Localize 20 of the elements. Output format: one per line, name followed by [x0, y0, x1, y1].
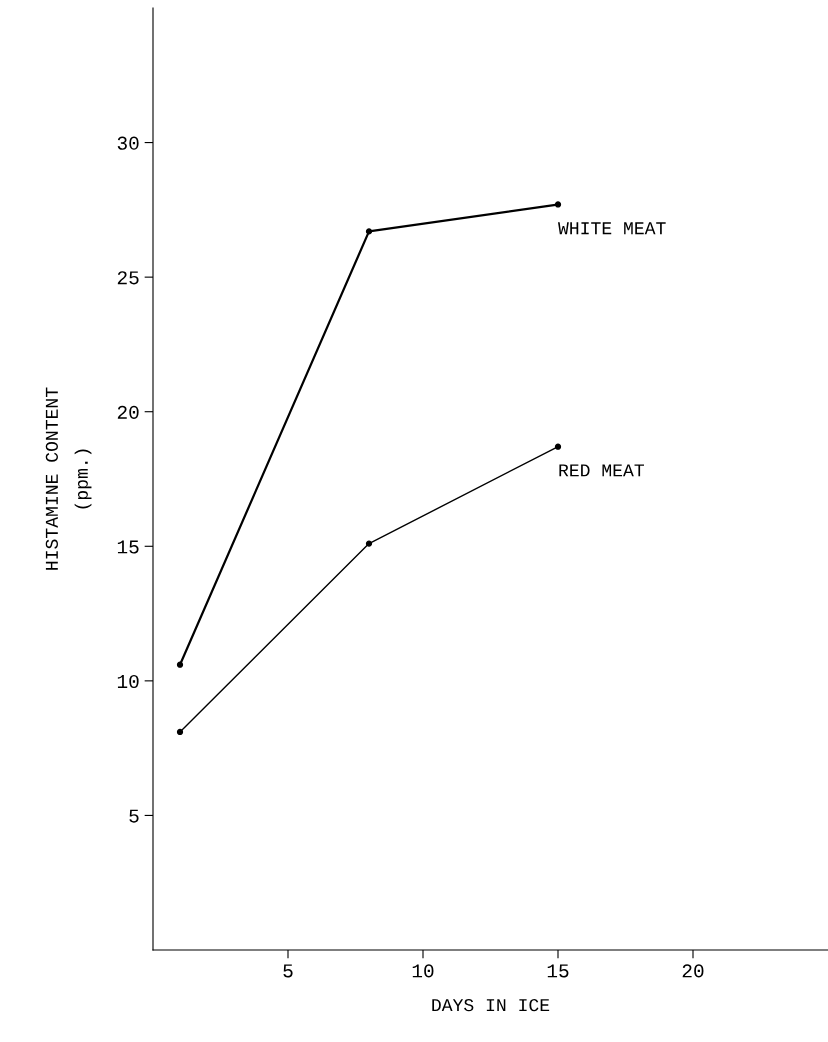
y-tick-label: 30: [117, 136, 139, 150]
y-tick-label: 15: [117, 540, 139, 554]
point: [176, 728, 184, 736]
x-tick-label: 10: [412, 964, 434, 978]
y-tick-label: 5: [129, 809, 139, 823]
point: [365, 228, 373, 235]
point: [554, 201, 562, 208]
x-tick-label: 5: [283, 964, 293, 978]
point: [554, 443, 562, 450]
point: [365, 540, 373, 547]
series-label: WHITE MEAT: [558, 222, 666, 235]
y-axis-title: HISTAMINE CONTENT (ppm.): [45, 387, 92, 570]
x-tick-label: 20: [682, 964, 704, 978]
series-label: RED MEAT: [559, 464, 644, 477]
x-tick-label: 15: [547, 964, 569, 978]
y-tick-label: 10: [117, 674, 139, 689]
y-tick-label: 20: [117, 405, 139, 419]
x-axis-title: DAYS IN ICE: [432, 998, 550, 1012]
y-tick-label: 25: [117, 271, 139, 285]
point: [176, 661, 184, 668]
